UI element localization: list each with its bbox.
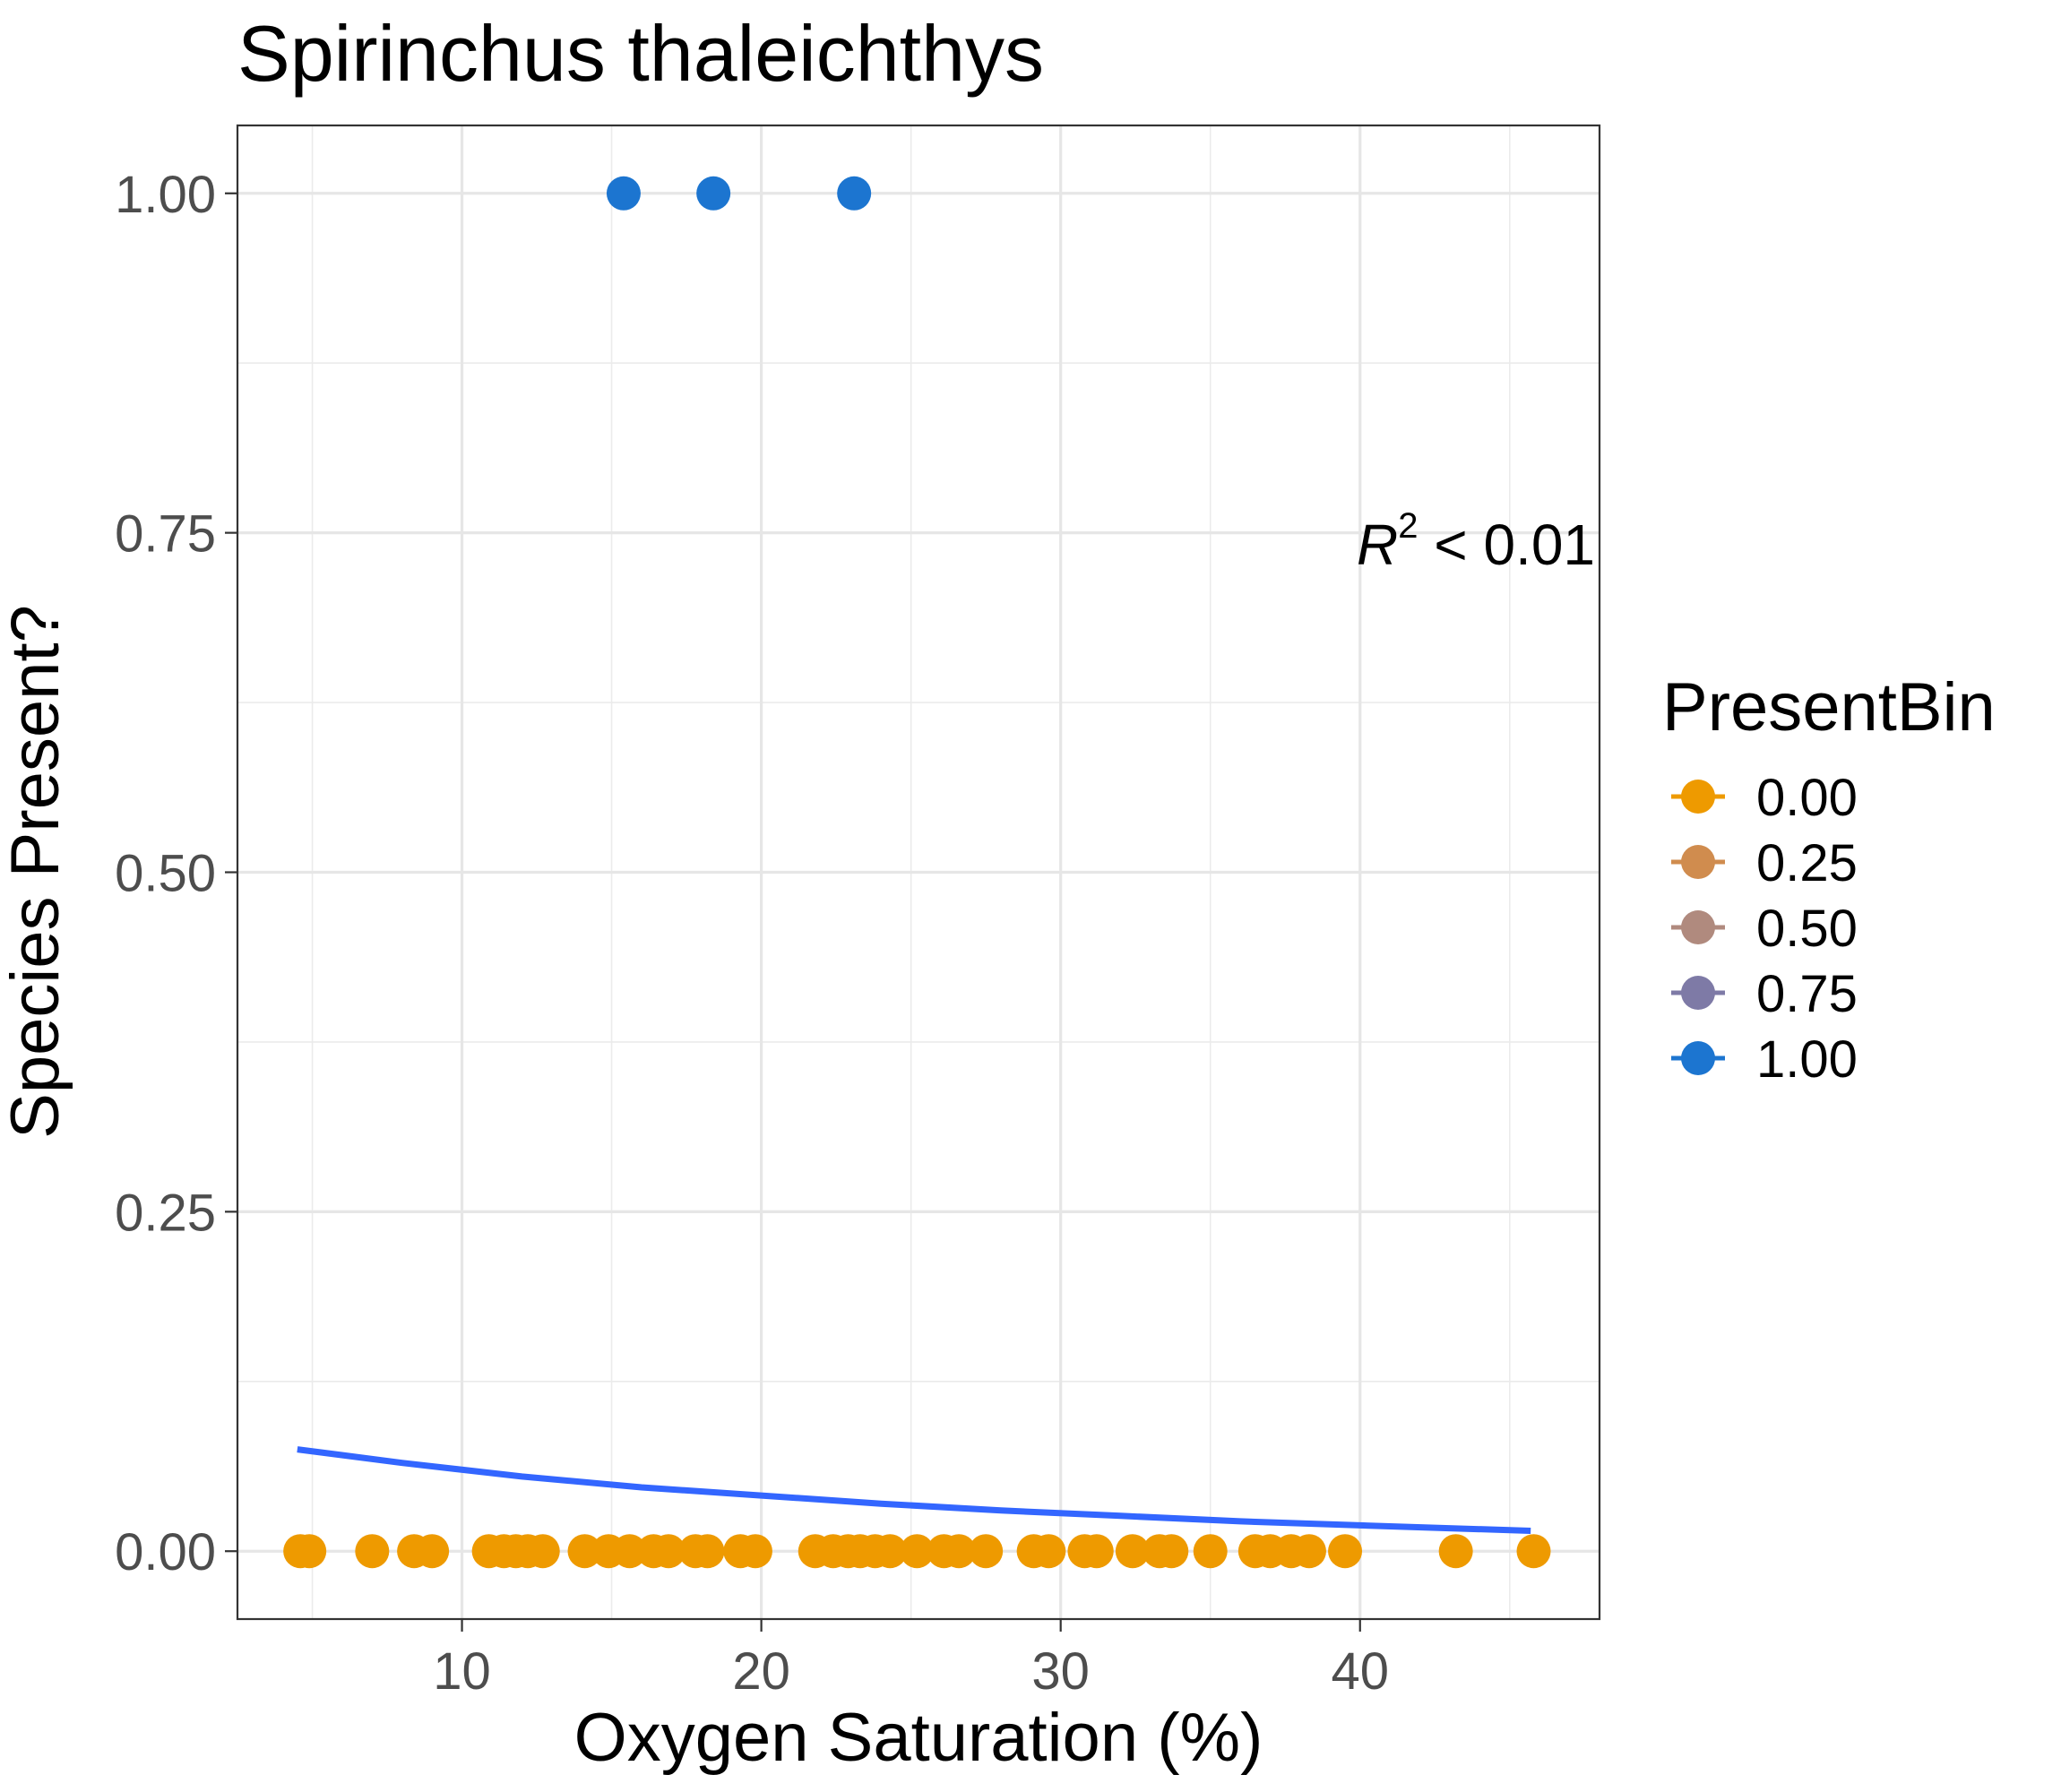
- point-absent: [1516, 1534, 1551, 1569]
- x-tick-label: 30: [1031, 1642, 1090, 1701]
- y-tick-label: 0.50: [115, 845, 216, 903]
- y-axis: 0.00 0.25 0.50 0.75 1.00: [115, 166, 237, 1581]
- point-absent: [900, 1534, 935, 1569]
- point-absent: [567, 1534, 602, 1569]
- point-absent: [355, 1534, 390, 1569]
- x-tick-label: 40: [1331, 1642, 1389, 1701]
- point-present: [696, 176, 731, 211]
- point-absent: [737, 1534, 772, 1569]
- legend-label: 1.00: [1756, 1030, 1858, 1089]
- point-absent: [690, 1534, 725, 1569]
- x-axis-title: Oxygen Saturation (%): [574, 1700, 1263, 1776]
- y-axis-title: Species Present?: [0, 605, 73, 1139]
- points-layer: [283, 176, 1551, 1569]
- legend-key-dot: [1681, 1041, 1715, 1075]
- point-absent: [612, 1534, 647, 1569]
- point-absent: [1154, 1534, 1189, 1569]
- point-present: [837, 176, 872, 211]
- point-present: [606, 176, 641, 211]
- point-absent: [1193, 1534, 1228, 1569]
- r-squared-value: < 0.01: [1419, 513, 1596, 577]
- y-tick-label: 0.25: [115, 1184, 216, 1242]
- y-tick-label: 0.00: [115, 1523, 216, 1581]
- point-absent: [1115, 1534, 1150, 1569]
- fit-layer: [297, 1446, 1531, 1534]
- fit-line: [297, 1446, 1531, 1534]
- point-absent: [1438, 1534, 1473, 1569]
- point-absent: [415, 1534, 450, 1569]
- r-squared-symbol: R: [1357, 513, 1398, 577]
- point-absent: [651, 1534, 686, 1569]
- r-squared-superscript: 2: [1398, 506, 1418, 546]
- legend: PresentBin 0.00 0.25 0.50 0.75 1.00: [1662, 669, 1996, 1089]
- point-absent: [942, 1534, 977, 1569]
- legend-label: 0.00: [1756, 769, 1858, 827]
- plot-area: [236, 124, 1601, 1621]
- x-tick-label: 20: [732, 1642, 790, 1701]
- legend-key-dot: [1681, 910, 1715, 944]
- chart-title: Spirinchus thaleichthys: [237, 9, 1044, 98]
- legend-label: 0.50: [1756, 900, 1858, 958]
- legend-title: PresentBin: [1662, 669, 1996, 745]
- point-absent: [1328, 1534, 1363, 1569]
- legend-label: 0.75: [1756, 965, 1858, 1023]
- y-tick-label: 1.00: [115, 166, 216, 224]
- legend-key-dot: [1681, 780, 1715, 814]
- y-tick-label: 0.75: [115, 505, 216, 564]
- x-axis: 10 20 30 40: [433, 1619, 1389, 1701]
- point-absent: [1079, 1534, 1114, 1569]
- legend-items: 0.00 0.25 0.50 0.75 1.00: [1671, 769, 1858, 1089]
- point-absent: [873, 1534, 908, 1569]
- r-squared-annotation: R2 < 0.01: [1357, 506, 1595, 577]
- legend-key-dot: [1681, 845, 1715, 879]
- point-absent: [969, 1534, 1004, 1569]
- legend-key-dot: [1681, 976, 1715, 1010]
- point-absent: [1291, 1534, 1326, 1569]
- point-absent: [1031, 1534, 1066, 1569]
- point-absent: [292, 1534, 327, 1569]
- legend-label: 0.25: [1756, 834, 1858, 892]
- point-absent: [525, 1534, 560, 1569]
- x-tick-label: 10: [433, 1642, 491, 1701]
